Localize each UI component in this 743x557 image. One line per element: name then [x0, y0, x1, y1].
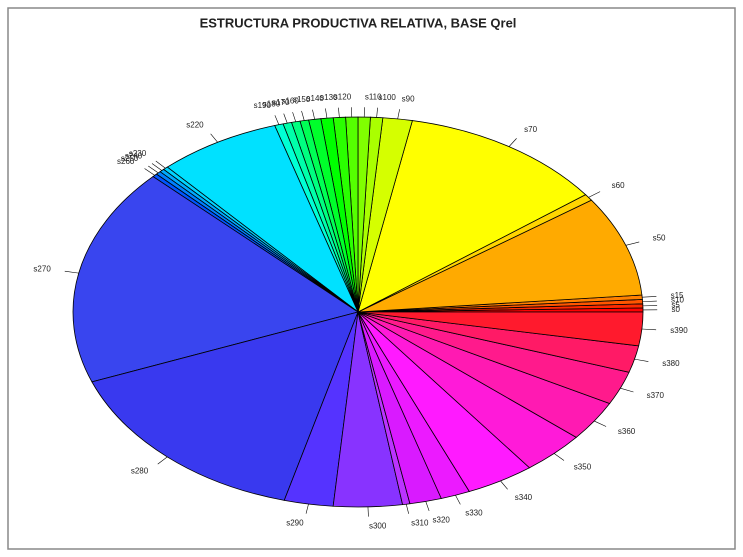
slice-label: s340 — [515, 493, 533, 502]
label-tick — [292, 112, 296, 122]
slice-label: s100 — [379, 93, 397, 102]
slice-label: s50 — [653, 234, 666, 243]
label-tick — [594, 420, 607, 427]
pie-slice — [357, 120, 587, 313]
label-tick — [155, 160, 166, 169]
label-tick — [376, 107, 378, 118]
label-tick — [508, 138, 517, 147]
label-tick — [554, 453, 565, 461]
label-tick — [641, 328, 657, 331]
label-tick — [151, 163, 162, 171]
label-tick — [338, 107, 340, 118]
label-tick — [588, 191, 601, 198]
slice-label: s60 — [612, 181, 625, 190]
label-tick — [397, 109, 400, 119]
pie-slice — [357, 311, 644, 347]
slice-label: s10 — [671, 296, 684, 305]
slice-label: s220 — [186, 120, 204, 129]
label-tick — [312, 109, 315, 120]
label-tick — [634, 358, 649, 362]
slice-label: s370 — [647, 391, 665, 400]
slice-label: s330 — [465, 509, 483, 518]
slice-label: s320 — [433, 515, 451, 524]
pie-slice — [166, 125, 359, 313]
label-tick — [283, 113, 288, 124]
label-tick — [405, 504, 409, 514]
label-tick — [210, 133, 218, 143]
slice-label: s70 — [524, 125, 537, 134]
slice-label: s110 — [365, 93, 382, 102]
label-tick — [144, 168, 155, 176]
label-tick — [274, 115, 280, 125]
slice-label: s120 — [334, 93, 352, 102]
slice-label: s15 — [671, 291, 684, 300]
slice-label: s90 — [402, 95, 415, 104]
slice-label: s190 — [254, 101, 272, 110]
slice-label: s390 — [670, 326, 688, 335]
label-tick — [425, 501, 430, 511]
slice-label: s310 — [411, 519, 429, 528]
slice-label: s300 — [369, 521, 387, 530]
label-tick — [500, 480, 508, 490]
slice-label: s150 — [293, 95, 311, 104]
label-tick — [620, 387, 634, 393]
pie-slice — [357, 199, 643, 313]
slice-label: s130 — [320, 93, 338, 102]
label-tick — [64, 270, 79, 274]
slice-label: s350 — [574, 463, 592, 472]
slice-label: s260 — [117, 157, 135, 166]
slice-label: s250 — [121, 154, 139, 163]
slice-label: s140 — [307, 94, 325, 103]
label-tick — [148, 165, 159, 174]
slice-label: s160 — [281, 96, 299, 105]
label-tick — [325, 108, 328, 119]
chart-title: ESTRUCTURA PRODUCTIVA RELATIVA, BASE Qre… — [200, 15, 517, 30]
slice-label: s290 — [286, 518, 304, 527]
slice-label: s5 — [671, 300, 680, 309]
label-tick — [642, 300, 657, 302]
slice-label: s230 — [129, 149, 147, 158]
slice-label: s0 — [671, 305, 680, 314]
label-tick — [642, 296, 657, 298]
slice-label: s270 — [33, 264, 51, 273]
label-tick — [157, 456, 168, 465]
slice-label: s380 — [662, 359, 680, 368]
slice-label: s360 — [618, 427, 636, 436]
slice-label: s240 — [125, 152, 143, 161]
label-tick — [625, 241, 640, 246]
slice-label: s180 — [263, 99, 281, 108]
label-tick — [455, 495, 461, 505]
slice-label: s170 — [272, 98, 290, 107]
label-tick — [301, 110, 305, 121]
slice-label: s280 — [131, 467, 149, 476]
label-tick — [305, 503, 309, 514]
